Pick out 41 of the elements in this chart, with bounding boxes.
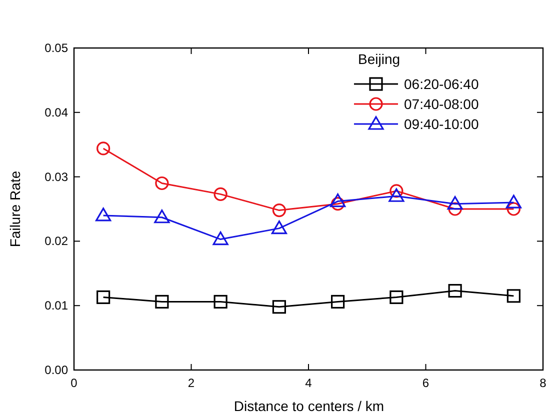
y-tick-label: 0.04 — [44, 105, 68, 120]
x-tick-label: 8 — [540, 376, 547, 390]
legend-label: 09:40-10:00 — [404, 116, 479, 132]
point — [331, 294, 345, 309]
point — [214, 294, 228, 309]
point — [155, 176, 169, 190]
y-tick-label: 0.02 — [44, 234, 68, 248]
point — [212, 231, 228, 246]
x-tick-label: 6 — [422, 376, 430, 390]
y-tick-label: 0.05 — [44, 41, 68, 55]
point — [272, 203, 286, 218]
legend-label: 06:20-06:40 — [404, 76, 479, 92]
point — [96, 290, 110, 304]
point — [330, 193, 346, 208]
point — [331, 197, 345, 211]
x-tick-label: 0 — [70, 376, 78, 390]
point — [96, 142, 110, 156]
point — [448, 202, 462, 216]
point — [388, 188, 404, 202]
point — [390, 290, 404, 304]
point — [447, 196, 463, 210]
y-tick-label: 0.03 — [44, 170, 68, 184]
point — [506, 289, 520, 303]
y-axis-title: Failure Rate — [7, 170, 23, 248]
legend-title: Beijing — [358, 51, 400, 67]
point — [271, 220, 287, 234]
legend-label: 07:40-08:00 — [404, 96, 479, 112]
x-tick-label: 2 — [188, 376, 195, 390]
point — [506, 202, 520, 216]
point — [390, 184, 404, 198]
point — [448, 284, 462, 298]
point — [506, 194, 522, 208]
x-tick-label: 4 — [305, 376, 312, 390]
point — [96, 208, 112, 222]
y-tick-label: 0.01 — [44, 298, 68, 313]
y-tick-label: 0.00 — [44, 363, 68, 377]
point — [272, 300, 286, 314]
point — [154, 210, 170, 224]
x-axis-title: Distance to centers / km — [234, 398, 384, 414]
point — [214, 187, 228, 201]
point — [155, 294, 169, 309]
